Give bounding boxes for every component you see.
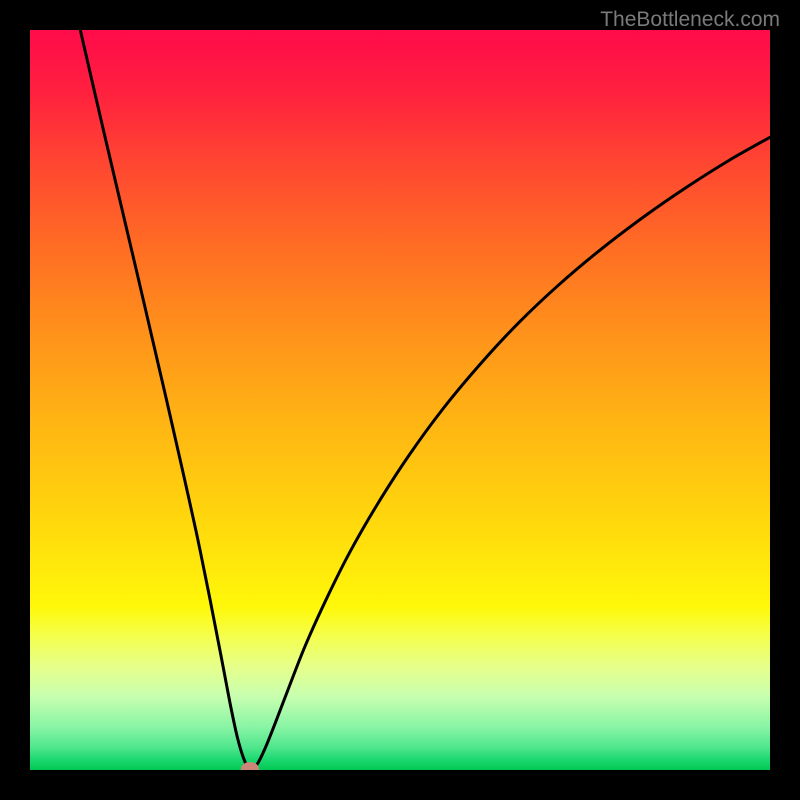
bottleneck-chart — [30, 30, 770, 770]
optimal-point-marker — [241, 762, 259, 770]
bottleneck-curve — [30, 30, 770, 770]
watermark-text: TheBottleneck.com — [600, 8, 780, 32]
